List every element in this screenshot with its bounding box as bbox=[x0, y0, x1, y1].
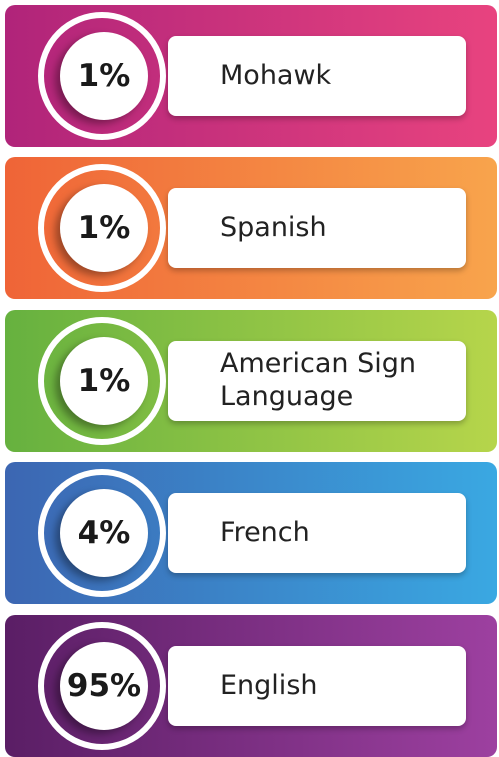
percent-value: 95% bbox=[66, 668, 142, 704]
percent-value: 1% bbox=[77, 58, 131, 94]
ring bbox=[38, 317, 166, 445]
label-box: Spanish bbox=[168, 188, 466, 268]
language-label: American Sign Language bbox=[220, 348, 416, 412]
label-box: French bbox=[168, 493, 466, 573]
percent-value: 1% bbox=[77, 210, 131, 246]
ring bbox=[38, 469, 166, 597]
value-circle: 95% bbox=[60, 642, 148, 730]
value-circle: 1% bbox=[60, 337, 148, 425]
ring bbox=[38, 12, 166, 140]
value-circle: 1% bbox=[60, 184, 148, 272]
value-circle: 1% bbox=[60, 32, 148, 120]
percent-value: 1% bbox=[77, 363, 131, 399]
language-card: English 95% bbox=[5, 615, 497, 757]
language-label: Mohawk bbox=[220, 59, 332, 91]
ring bbox=[38, 164, 166, 292]
language-card: French 4% bbox=[5, 462, 497, 604]
language-label: French bbox=[220, 516, 310, 548]
language-label: English bbox=[220, 669, 318, 701]
percent-value: 4% bbox=[77, 515, 131, 551]
value-circle: 4% bbox=[60, 489, 148, 577]
label-box: American Sign Language bbox=[168, 341, 466, 421]
language-card: Mohawk 1% bbox=[5, 5, 497, 147]
language-label: Spanish bbox=[220, 211, 327, 243]
label-box: Mohawk bbox=[168, 36, 466, 116]
ring bbox=[38, 622, 166, 750]
label-box: English bbox=[168, 646, 466, 726]
language-card: American Sign Language 1% bbox=[5, 310, 497, 452]
language-card: Spanish 1% bbox=[5, 157, 497, 299]
